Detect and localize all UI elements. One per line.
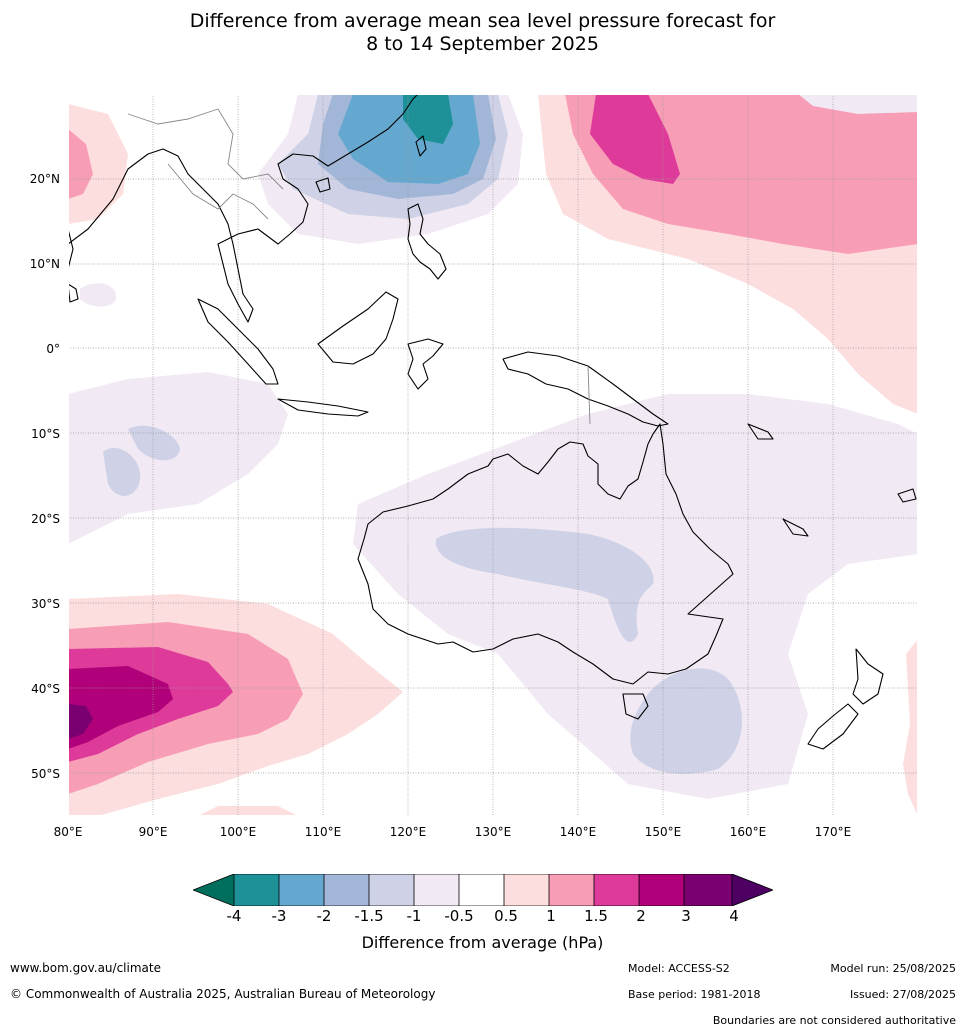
lat-label-10s: 10°S (31, 427, 60, 441)
legend-swatch-3-to-4 (684, 874, 732, 906)
legend-title: Difference from average (hPa) (361, 933, 604, 952)
philippines-coast (407, 203, 447, 280)
lon-label-150e: 150°E (644, 825, 682, 839)
lat-label-30s: 30°S (31, 597, 60, 611)
legend-swatch-2-to-3 (639, 874, 684, 906)
legend-tick-minus-3: -3 (271, 907, 287, 925)
map-canvas (68, 94, 918, 816)
sri-lanka-coast (68, 283, 79, 303)
lon-label-170e: 170°E (814, 825, 852, 839)
lat-label-20n: 20°N (29, 172, 60, 186)
contour-pos-0.5-south-strip (198, 806, 298, 816)
contour-neg-0.5-indian-ocean (68, 372, 288, 544)
title-line-1: Difference from average mean sea level p… (189, 10, 776, 32)
legend-tick-4: 4 (729, 907, 739, 925)
graticule (68, 94, 918, 816)
legend-tick-minus-1: -1 (406, 907, 422, 925)
legend-swatch-minus-0.5-to-0.5 (459, 874, 504, 906)
java-coast (277, 398, 369, 417)
legend-swatch-above-4 (732, 874, 773, 906)
contour-neg-1-australia (435, 527, 654, 642)
new-caledonia-coast (782, 518, 809, 537)
legend-tick-3: 3 (681, 907, 691, 925)
footer-issued: Issued: 27/08/2025 (849, 988, 956, 1001)
legend-swatch-0.5-to-1 (504, 874, 549, 906)
legend-tick-0.5: 0.5 (494, 907, 518, 925)
hainan-coast (315, 177, 331, 193)
legend-swatch-minus-1.5-to-minus-1 (369, 874, 414, 906)
legend-swatch-minus-2-to-minus-1.5 (324, 874, 369, 906)
contour-pos-0.5-east-nz (903, 639, 918, 816)
lat-label-50s: 50°S (31, 767, 60, 781)
legend-swatch-1-to-1.5 (549, 874, 594, 906)
legend-tick-2: 2 (636, 907, 646, 925)
lon-label-160e: 160°E (729, 825, 767, 839)
nz-south-island (807, 703, 859, 750)
lon-label-140e: 140°E (559, 825, 597, 839)
contour-pos-2-southern-indian (68, 666, 173, 749)
legend-tick-minus-1.5: -1.5 (354, 907, 384, 925)
contour-neg-0.5-west-small (80, 283, 117, 307)
lon-label-130e: 130°E (474, 825, 512, 839)
footer-model: Model: ACCESS-S2 (628, 962, 730, 975)
lon-label-90e: 90°E (138, 825, 168, 839)
footer-model-run: Model run: 25/08/2025 (830, 962, 956, 975)
contour-neg-0.5-top-right (798, 94, 918, 114)
lat-label-20s: 20°S (31, 512, 60, 526)
contour-neg-1-tasman (630, 668, 742, 774)
footer-base-period: Base period: 1981-2018 (628, 988, 761, 1001)
legend-bar (191, 873, 775, 907)
footer-copyright: © Commonwealth of Australia 2025, Austra… (10, 987, 436, 1001)
lon-label-80e: 80°E (53, 825, 83, 839)
contour-pos-1.5-north-pacific (590, 94, 680, 184)
pressure-anomaly-map (68, 94, 918, 816)
title-line-2: 8 to 14 September 2025 (366, 33, 599, 55)
solomon-islands (747, 423, 774, 440)
legend-swatch-minus-3-to-minus-2 (279, 874, 324, 906)
mainland-asia-coast (68, 94, 419, 323)
footer-disclaimer: Boundaries are not considered authoritat… (712, 1014, 956, 1027)
coastlines (68, 94, 917, 750)
sumatra-coast (197, 298, 279, 385)
legend-tick-1: 1 (546, 907, 556, 925)
map-title: Difference from average mean sea level p… (0, 10, 965, 56)
contour-pos-3-southern-indian (68, 704, 93, 739)
borders (127, 108, 591, 425)
legend-tick-minus-0.5: -0.5 (444, 907, 474, 925)
contour-pos-1-northwest (68, 129, 93, 199)
contour-neg-1-indian-ocean-a (128, 425, 180, 461)
lat-label-40s: 40°S (31, 682, 60, 696)
lon-label-110e: 110°E (304, 825, 342, 839)
anomaly-contours (68, 94, 918, 816)
contour-neg-3-east-asia (403, 94, 453, 144)
borneo-coast (317, 291, 399, 365)
australia-coast (357, 423, 734, 685)
tasmania-coast (622, 693, 649, 720)
lat-label-10n: 10°N (29, 257, 60, 271)
legend-swatch-1.5-to-2 (594, 874, 639, 906)
footer-url[interactable]: www.bom.gov.au/climate (10, 961, 161, 975)
new-guinea-coast (502, 351, 669, 427)
legend-swatch-minus-1-to-minus-0.5 (414, 874, 459, 906)
fiji-coast (897, 488, 917, 503)
india-coast (68, 228, 74, 270)
taiwan-coast (415, 135, 427, 157)
sulawesi-coast (407, 338, 444, 390)
contour-neg-1-indian-ocean-b (103, 447, 141, 496)
legend-swatch-below-minus-4 (193, 874, 234, 906)
legend-tick-minus-2: -2 (316, 907, 332, 925)
lon-label-120e: 120°E (389, 825, 427, 839)
legend-tick-1.5: 1.5 (584, 907, 608, 925)
lon-label-100e: 100°E (219, 825, 257, 839)
legend-swatch-minus-4-to-minus-3 (234, 874, 279, 906)
nz-north-island (852, 648, 884, 705)
color-legend (191, 873, 775, 907)
lat-label-0: 0° (46, 342, 60, 356)
legend-tick-minus-4: -4 (226, 907, 242, 925)
